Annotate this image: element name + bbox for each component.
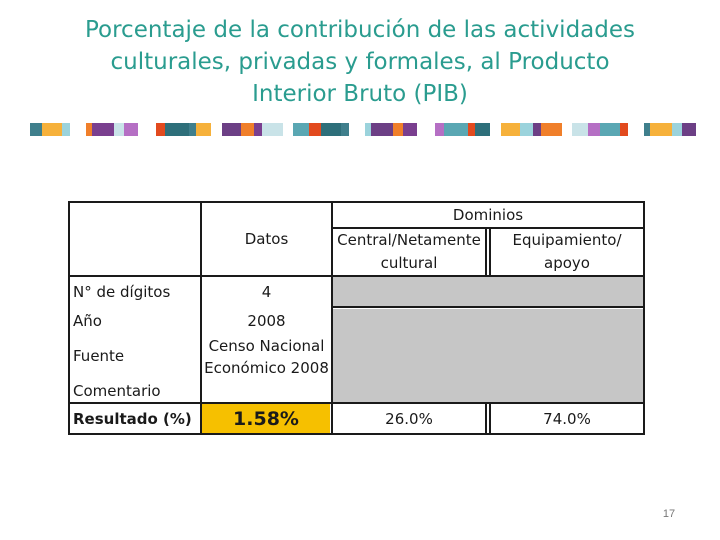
shaded-cell-block: [333, 309, 643, 402]
band-segment: [696, 123, 703, 136]
band-segment: [600, 123, 620, 136]
band-segment: [62, 123, 70, 136]
header-equipamiento-line-1: Equipamiento/: [512, 231, 622, 249]
band-segment: [114, 123, 124, 136]
header-datos: Datos: [244, 230, 289, 248]
color-band-graphic: [30, 123, 703, 136]
title-line-1: Porcentaje de la contribución de las act…: [84, 17, 635, 43]
band-segment: [644, 123, 650, 136]
band-segment: [309, 123, 321, 136]
value-digitos: 4: [261, 282, 272, 301]
header-central-line-2: cultural: [380, 254, 438, 272]
label-comentario: Comentario: [73, 381, 161, 400]
band-segment: [682, 123, 696, 136]
resultado-value: 1.58%: [202, 404, 330, 433]
label-digitos: N° de dígitos: [73, 282, 171, 301]
band-segment: [417, 123, 435, 136]
col-divider-1: [200, 203, 202, 433]
title-line-2: culturales, privadas y formales, al Prod…: [110, 49, 610, 75]
header-equipamiento: Equipamiento/ apoyo: [491, 229, 643, 275]
col-divider-3a: [485, 229, 487, 276]
value-resultado-equipamiento: 74.0%: [543, 409, 591, 428]
band-segment: [92, 123, 114, 136]
band-segment: [403, 123, 417, 136]
band-segment: [321, 123, 341, 136]
label-fuente: Fuente: [73, 347, 125, 365]
band-segment: [86, 123, 92, 136]
band-segment: [490, 123, 501, 136]
band-segment: [262, 123, 283, 136]
header-central-line-1: Central/Netamente: [337, 231, 481, 249]
band-segment: [349, 123, 365, 136]
value-anio: 2008: [247, 312, 286, 330]
band-segment: [672, 123, 682, 136]
col-divider-3b: [489, 229, 491, 276]
header-central: Central/Netamente cultural: [333, 229, 485, 275]
band-segment: [156, 123, 165, 136]
band-segment: [650, 123, 672, 136]
band-segment: [138, 123, 156, 136]
col-divider-4b: [489, 402, 491, 433]
band-segment: [475, 123, 490, 136]
shaded-cell-digitos: [333, 277, 643, 306]
band-segment: [365, 123, 371, 136]
band-segment: [70, 123, 86, 136]
band-segment: [572, 123, 588, 136]
band-segment: [468, 123, 475, 136]
row-divider-header: [70, 275, 643, 277]
decorative-color-band: [30, 123, 703, 136]
col-divider-2: [331, 203, 333, 433]
row-divider-resultado: [70, 402, 643, 404]
value-fuente-line-1: Censo Nacional: [208, 337, 325, 355]
header-equipamiento-line-2: apoyo: [544, 254, 590, 272]
page-number: 17: [662, 508, 676, 520]
band-segment: [293, 123, 309, 136]
band-segment: [444, 123, 468, 136]
band-segment: [283, 123, 293, 136]
band-segment: [42, 123, 62, 136]
slide-title: Porcentaje de la contribución de las act…: [20, 14, 700, 110]
band-segment: [341, 123, 349, 136]
band-segment: [241, 123, 254, 136]
band-segment: [541, 123, 562, 136]
band-segment: [620, 123, 628, 136]
data-table: 1.58% Datos Dominios Central/Netamente c…: [68, 201, 645, 435]
band-segment: [562, 123, 572, 136]
band-segment: [628, 123, 644, 136]
band-segment: [501, 123, 520, 136]
col-divider-4a: [485, 402, 487, 433]
band-segment: [254, 123, 262, 136]
band-segment: [520, 123, 533, 136]
band-segment: [189, 123, 196, 136]
band-segment: [222, 123, 241, 136]
header-dominios: Dominios: [452, 206, 524, 224]
title-line-3: Interior Bruto (PIB): [252, 81, 468, 107]
label-anio: Año: [73, 312, 102, 330]
band-segment: [165, 123, 189, 136]
band-segment: [588, 123, 600, 136]
band-segment: [393, 123, 403, 136]
band-segment: [196, 123, 211, 136]
band-segment: [533, 123, 541, 136]
band-segment: [371, 123, 393, 136]
value-fuente-line-2: Económico 2008: [204, 359, 329, 377]
band-segment: [211, 123, 222, 136]
label-resultado: Resultado (%): [73, 409, 192, 428]
value-fuente: Censo Nacional Económico 2008: [202, 333, 331, 381]
band-segment: [435, 123, 444, 136]
value-resultado-central: 26.0%: [385, 409, 433, 428]
row-divider-digitos: [331, 306, 643, 308]
band-segment: [124, 123, 138, 136]
row-divider-dominios: [331, 227, 643, 229]
band-segment: [30, 123, 42, 136]
